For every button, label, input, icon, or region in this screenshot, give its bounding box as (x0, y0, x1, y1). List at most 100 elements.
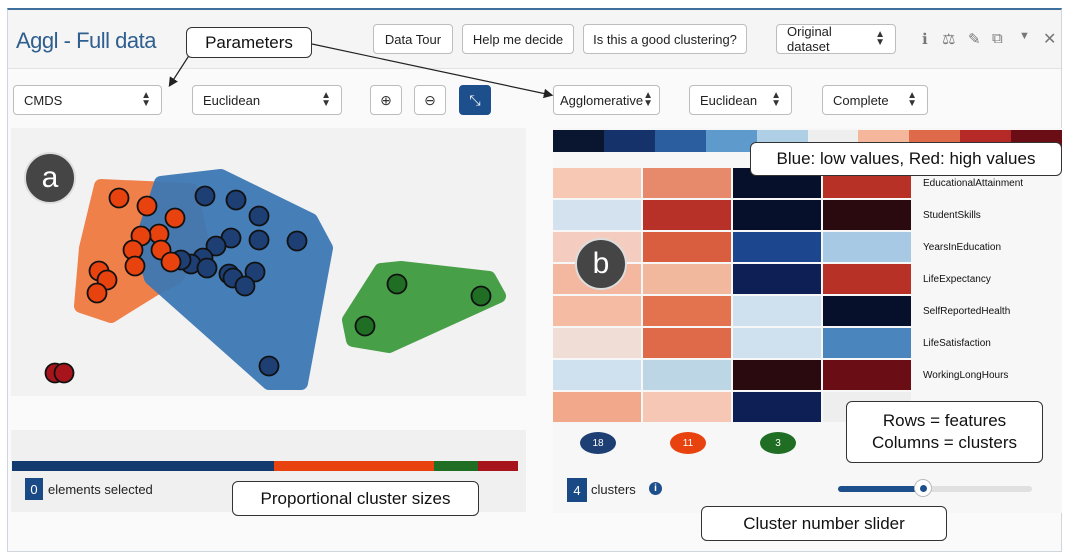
heatmap-cell[interactable] (733, 296, 821, 326)
data-point-blue[interactable] (225, 189, 247, 211)
heatmap-cell[interactable] (823, 360, 911, 390)
heatmap-cell[interactable] (733, 392, 821, 422)
info-icon[interactable]: i (649, 482, 662, 495)
data-tour-button[interactable]: Data Tour (373, 24, 453, 54)
heatmap-row-label: StudentSkills (923, 210, 981, 221)
data-point-orange[interactable] (136, 195, 158, 217)
cluster-slider-handle[interactable] (914, 479, 933, 497)
data-point-blue[interactable] (248, 229, 270, 251)
data-point-orange[interactable] (160, 251, 182, 273)
clusters-label: clusters (591, 482, 636, 497)
heatmap-cell[interactable] (733, 264, 821, 294)
caret-down-icon[interactable]: ▼ (1019, 30, 1030, 42)
color-scale-bar (553, 130, 1063, 152)
cluster-size-pill: 3 (760, 432, 796, 454)
heatmap-cell[interactable] (553, 392, 641, 422)
heatmap-cell[interactable] (553, 200, 641, 230)
heatmap-cell[interactable] (823, 200, 911, 230)
proportion-segment (274, 461, 434, 471)
data-point-orange[interactable] (124, 255, 146, 277)
select-arrows-icon: ▲ ▼ (643, 90, 654, 109)
balance-icon[interactable]: ⚖ (942, 31, 956, 48)
clustering-distance-select[interactable]: Euclidean ▲ ▼ (689, 85, 792, 115)
info-icon[interactable]: ℹ (922, 31, 928, 48)
projection-select-value: CMDS (24, 92, 63, 108)
heatmap-cell[interactable] (643, 296, 731, 326)
copy-icon[interactable]: ⧉ (992, 30, 1003, 47)
heatmap-cell[interactable] (733, 360, 821, 390)
scatter-plot[interactable] (11, 128, 526, 396)
columns-callout-text: Columns = clusters (871, 433, 1018, 452)
marker-a: a (24, 152, 76, 204)
projection-select[interactable]: CMDS ▲ ▼ (13, 85, 162, 115)
heatmap-row-label: LifeSatisfaction (923, 338, 991, 349)
proportion-segment (433, 461, 478, 471)
heatmap-cell[interactable] (823, 264, 911, 294)
proportion-segment (477, 461, 518, 471)
heatmap-cell[interactable] (553, 296, 641, 326)
dataset-select-value: Original dataset (787, 24, 832, 54)
data-point-blue[interactable] (205, 235, 227, 257)
slider-callout: Cluster number slider (701, 506, 947, 541)
heatmap-cell[interactable] (553, 168, 641, 198)
data-point-blue[interactable] (286, 230, 308, 252)
data-point-orange[interactable] (164, 207, 186, 229)
projection-distance-select[interactable]: Euclidean ▲ ▼ (192, 85, 342, 115)
data-point-green[interactable] (386, 273, 408, 295)
data-point-blue[interactable] (196, 257, 218, 279)
help-me-decide-button[interactable]: Help me decide (462, 24, 574, 54)
heatmap-cell[interactable] (733, 328, 821, 358)
dataset-select[interactable]: Original dataset ▲ ▼ (776, 24, 896, 54)
data-point-green[interactable] (470, 285, 492, 307)
data-point-blue[interactable] (194, 185, 216, 207)
heatmap-cell[interactable] (643, 328, 731, 358)
linkage-select[interactable]: Complete ▲ ▼ (822, 85, 928, 115)
edit-icon[interactable]: ✎ (968, 31, 981, 48)
data-point-blue[interactable] (244, 261, 266, 283)
heatmap-cell[interactable] (553, 360, 641, 390)
heatmap-row-label: LifeExpectancy (923, 274, 991, 285)
marker-b: b (575, 238, 627, 290)
cluster-size-pill: 11 (670, 432, 706, 454)
zoom-in-button[interactable]: ⊕ (370, 85, 402, 115)
heatmap-cell[interactable] (823, 232, 911, 262)
selection-count-badge: 0 (25, 478, 43, 500)
heatmap-row-label: YearsInEducation (923, 242, 1002, 253)
collapse-icon: ⤡ (469, 91, 481, 108)
data-point-blue[interactable] (234, 275, 256, 297)
heatmap-cell[interactable] (643, 200, 731, 230)
heatmap-cell[interactable] (643, 392, 731, 422)
cluster-count-badge: 4 (567, 478, 587, 502)
data-point-orange[interactable] (86, 282, 108, 304)
heatmap-cell[interactable] (823, 296, 911, 326)
heatmap-cell[interactable] (823, 328, 911, 358)
cluster-size-pill: 18 (580, 432, 616, 454)
color-legend-callout: Blue: low values, Red: high values (750, 142, 1062, 176)
heatmap-cell[interactable] (733, 232, 821, 262)
heatmap-cell[interactable] (733, 200, 821, 230)
zoom-out-button[interactable]: ⊖ (414, 85, 446, 115)
rows-callout-text: Rows = features (882, 411, 1007, 430)
heatmap-cell[interactable] (643, 264, 731, 294)
zoom-in-icon: ⊕ (380, 91, 392, 108)
clustering-distance-value: Euclidean (700, 92, 758, 108)
heatmap-cell[interactable] (643, 168, 731, 198)
data-point-blue[interactable] (258, 355, 280, 377)
heatmap-cell[interactable] (553, 328, 641, 358)
data-point-green[interactable] (354, 315, 376, 337)
good-clustering-button[interactable]: Is this a good clustering? (583, 24, 747, 54)
close-icon[interactable]: ✕ (1043, 31, 1057, 48)
algorithm-select[interactable]: Agglomerative ▲ ▼ (553, 85, 660, 115)
heatmap-cell[interactable] (643, 232, 731, 262)
selection-label: elements selected (48, 482, 153, 497)
cluster-slider-track[interactable] (838, 486, 1032, 492)
data-point-red[interactable] (53, 362, 75, 384)
fit-view-button[interactable]: ⤡ (459, 85, 491, 115)
data-point-orange[interactable] (108, 187, 130, 209)
proportional-size-bar (12, 461, 518, 471)
heatmap-row-label: EducationalAttainment (923, 178, 1024, 189)
algorithm-select-value: Agglomerative (560, 92, 644, 108)
linkage-select-value: Complete (833, 92, 889, 108)
data-point-blue[interactable] (248, 205, 270, 227)
heatmap-cell[interactable] (643, 360, 731, 390)
